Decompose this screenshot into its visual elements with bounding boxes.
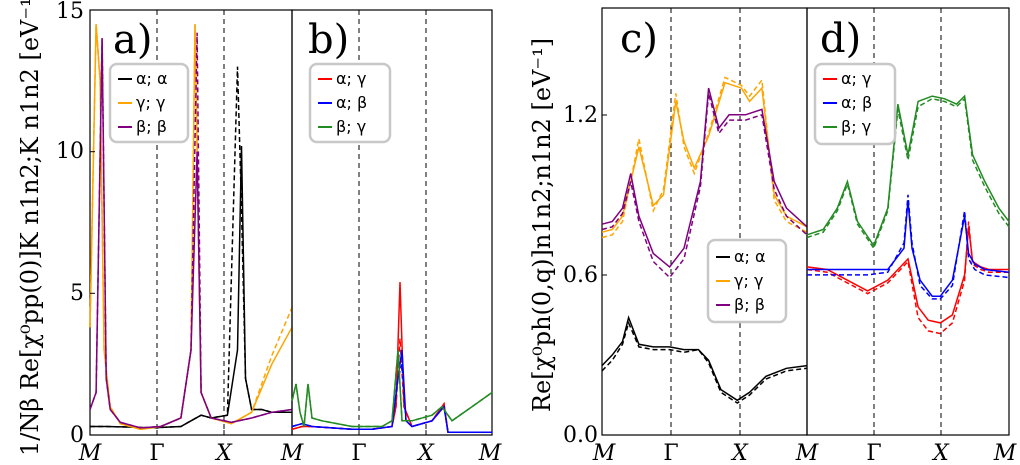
y-ticks-a: 0 5 10 15 <box>56 0 95 448</box>
series-line-ββ <box>89 38 293 429</box>
series-line-αα-dashed <box>601 320 808 404</box>
y-tick-label: 0 <box>70 423 84 448</box>
panel-a: a) α; α γ; γ β; β 0 5 10 15 1/Nβ Re[χ⁰pp(0… <box>16 0 304 465</box>
series-line-ββ-dashed <box>601 93 808 279</box>
panel-c-label: c) <box>620 16 658 62</box>
series-line-αγ <box>806 226 1009 324</box>
y-tick-label: 0.6 <box>563 263 598 288</box>
legend-c <box>706 238 788 324</box>
legend-label: α; γ <box>336 69 367 88</box>
x-tick-label: Γ <box>663 441 678 465</box>
legend-label: α; α <box>136 69 168 88</box>
series-line-βγ <box>806 94 1010 248</box>
x-ticks-b: Γ X M <box>351 430 502 465</box>
y-tick-label: 1.2 <box>563 103 598 128</box>
y-tick-label: 5 <box>70 281 84 306</box>
panel-a-label: a) <box>113 17 152 63</box>
legend-label: γ; γ <box>734 271 763 290</box>
panel-b: b) α; γ α; β β; γ Γ X M <box>291 9 502 465</box>
panel-b-label: b) <box>308 17 349 63</box>
x-tick-label: Γ <box>866 441 881 465</box>
legend-label: β; γ <box>841 117 871 136</box>
panel-c: c) α; α γ; γ β; β 0.0 0.6 1.2 Re[χ⁰ph(0,q)… <box>528 7 819 465</box>
series-line-αβ <box>291 349 492 433</box>
legend-label: α; β <box>841 93 872 112</box>
x-tick-label: M <box>280 441 304 465</box>
legend-d <box>813 62 897 146</box>
x-tick-label: Γ <box>149 441 164 465</box>
series-line-αγ-dashed <box>806 221 1009 335</box>
x-ticks-c: M Γ X M <box>592 430 819 465</box>
legend-label: β; β <box>734 295 765 314</box>
x-tick-label: M <box>795 441 819 465</box>
series-line-αα <box>601 315 808 402</box>
series-line-βγ-dashed <box>806 97 1010 250</box>
x-ticks-d: Γ X M <box>866 430 1017 465</box>
series-line-αγ-dashed <box>291 338 492 433</box>
panel-d-label: d) <box>820 16 861 62</box>
series-line-αγ <box>291 281 492 433</box>
series-line-αβ <box>807 200 1010 297</box>
legend-label: α; γ <box>841 69 872 88</box>
series-line-ββ <box>601 87 808 268</box>
x-tick-label: M <box>993 441 1017 465</box>
x-tick-label: M <box>78 441 102 465</box>
x-tick-label: X <box>931 441 950 465</box>
legend-label: β; γ <box>336 117 366 136</box>
x-tick-label: X <box>730 441 749 465</box>
x-ticks-a: M Γ X M <box>78 430 304 465</box>
series-line-βγ <box>291 349 493 428</box>
panel-d: d) α; γ α; β β; γ Γ X M <box>806 7 1017 465</box>
y-ticks-c: 0.0 0.6 1.2 <box>563 103 607 448</box>
series-line-γγ-dashed <box>601 76 808 239</box>
legend-label: α; α <box>734 247 766 266</box>
x-tick-label: X <box>214 441 233 465</box>
legend-a <box>108 62 190 144</box>
series-line-αβ-dashed <box>807 194 1010 300</box>
legend-label: α; β <box>336 93 367 112</box>
series-line-γγ <box>601 81 808 233</box>
legend-label: β; β <box>136 117 167 136</box>
x-tick-label: X <box>416 441 435 465</box>
x-tick-label: Γ <box>351 441 366 465</box>
y-tick-label: 10 <box>56 139 84 164</box>
x-tick-label: M <box>478 441 502 465</box>
x-tick-label: M <box>592 441 616 465</box>
legend-b <box>308 62 392 144</box>
y-tick-label: 15 <box>56 0 84 24</box>
legend-label: γ; γ <box>136 93 165 112</box>
y-tick-label: 0.0 <box>563 423 598 448</box>
y-axis-label-a: 1/Nβ Re[χ⁰pp(0)]K n1n2;K n1n2 [eV⁻¹] <box>16 0 44 456</box>
y-axis-label-c: Re[χ⁰ph(0,q)]n1n2;n1n2 [eV⁻¹] <box>528 38 556 412</box>
